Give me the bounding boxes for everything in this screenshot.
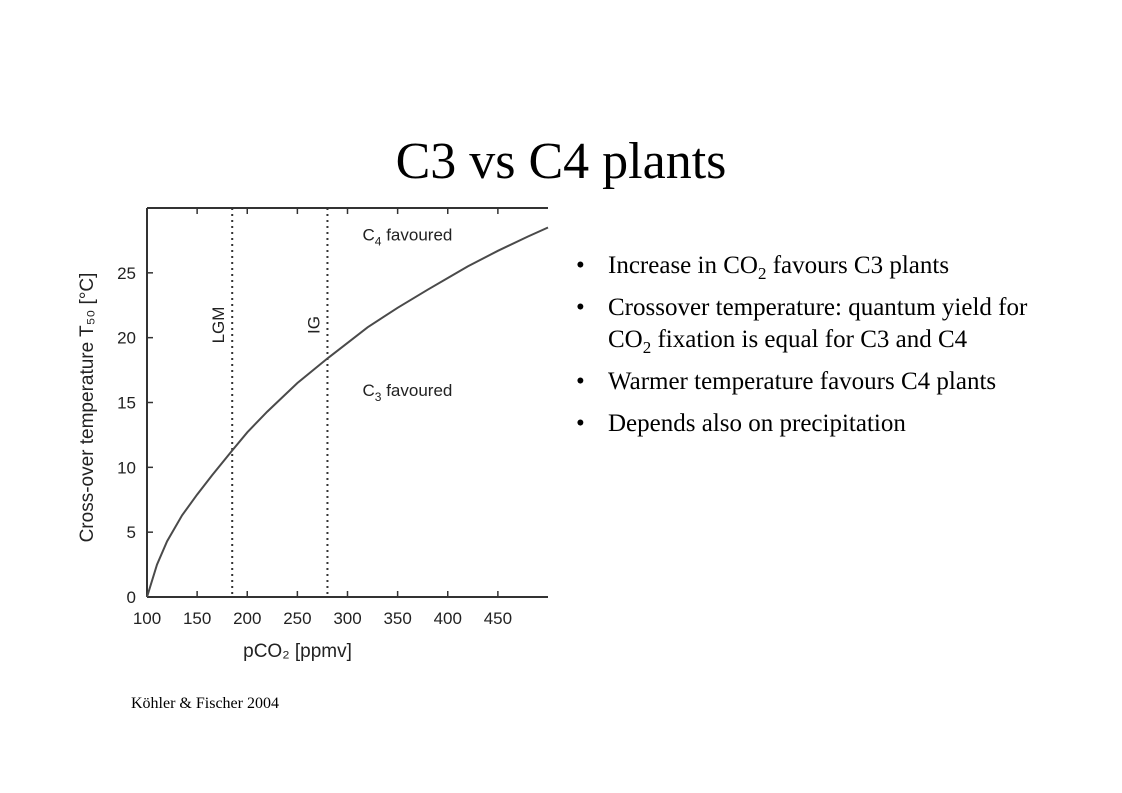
bullet-text: fixation is equal for C3 and C4 bbox=[651, 326, 968, 353]
bullet-item: • Depends also on precipitation bbox=[576, 408, 1046, 440]
bullet-marker: • bbox=[576, 294, 585, 321]
bullet-text: Depends also on precipitation bbox=[608, 410, 906, 437]
region-label: C4 favoured bbox=[363, 225, 453, 248]
slide-title: C3 vs C4 plants bbox=[395, 133, 727, 190]
bullet-text: Crossover temperature: quantum yield for… bbox=[608, 294, 1028, 353]
bullet-subscript: 2 bbox=[642, 338, 652, 357]
y-tick-label: 15 bbox=[117, 394, 136, 413]
region-label: C3 favoured bbox=[363, 381, 453, 404]
bullet-marker: • bbox=[576, 252, 585, 279]
bullet-item: • Increase in CO2 favours C3 plants bbox=[576, 250, 1046, 282]
bullet-list: • Increase in CO2 favours C3 plants • Cross… bbox=[576, 250, 1046, 450]
reference-line-label: IG bbox=[304, 316, 323, 334]
y-tick-label: 10 bbox=[117, 458, 136, 477]
x-tick-label: 200 bbox=[233, 609, 261, 628]
bullet-item: • Warmer temperature favours C4 plants bbox=[576, 366, 1046, 398]
y-tick-label: 25 bbox=[117, 264, 136, 283]
citation: Köhler & Fischer 2004 bbox=[131, 695, 279, 712]
x-axis-label: pCO₂ [ppmv] bbox=[243, 641, 352, 662]
y-tick-label: 5 bbox=[127, 523, 136, 542]
reference-line-label: LGM bbox=[209, 307, 228, 344]
bullet-marker: • bbox=[576, 410, 585, 437]
y-tick-label: 0 bbox=[127, 588, 136, 607]
x-tick-label: 150 bbox=[183, 609, 211, 628]
x-tick-label: 100 bbox=[133, 609, 161, 628]
y-axis-label: Cross-over temperature T₅₀ [°C] bbox=[77, 273, 98, 543]
bullet-marker: • bbox=[576, 368, 585, 395]
bullet-item: • Crossover temperature: quantum yield fo… bbox=[576, 292, 1046, 356]
x-tick-label: 250 bbox=[283, 609, 311, 628]
x-tick-label: 300 bbox=[333, 609, 361, 628]
bullet-text: Increase in CO bbox=[608, 252, 758, 279]
bullet-text: Warmer temperature favours C4 plants bbox=[608, 368, 997, 395]
x-tick-label: 450 bbox=[484, 609, 512, 628]
bullet-subscript: 2 bbox=[757, 264, 767, 283]
y-tick-label: 20 bbox=[117, 329, 136, 348]
x-tick-label: 400 bbox=[434, 609, 462, 628]
crossover-curve bbox=[146, 226, 549, 598]
bullet-text: favours C3 plants bbox=[766, 252, 950, 279]
x-tick-label: 350 bbox=[383, 609, 411, 628]
